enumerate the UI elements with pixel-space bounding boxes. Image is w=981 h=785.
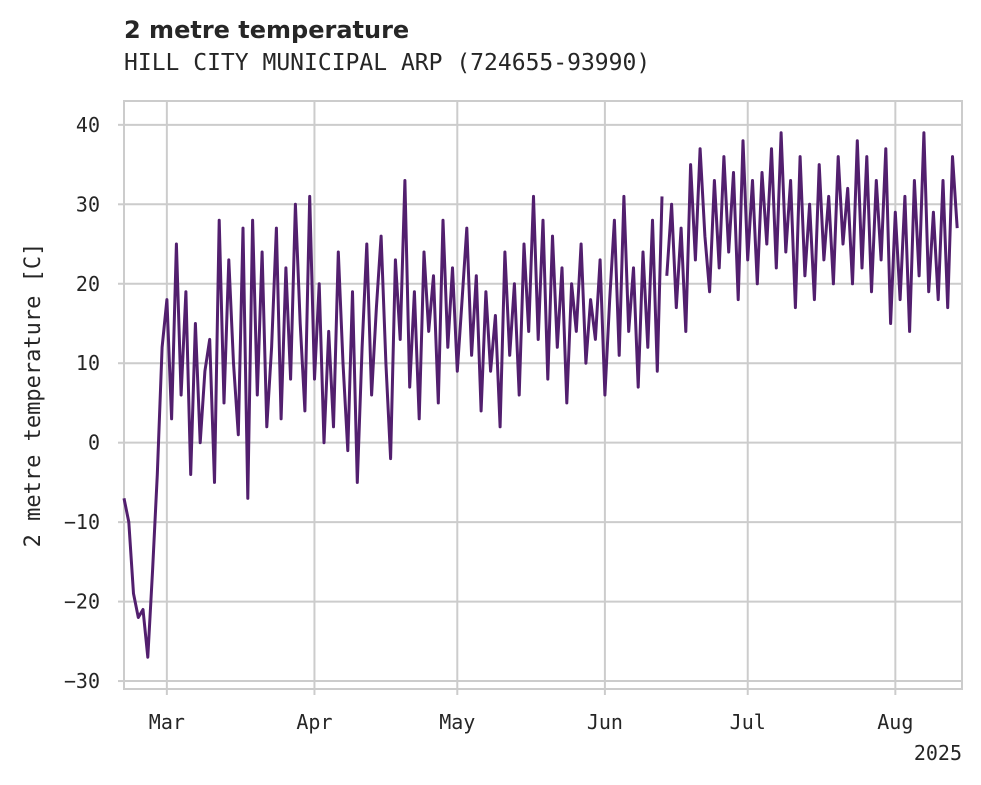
- y-axis-label: 2 metre temperature [C]: [21, 243, 46, 548]
- grid-layer: [118, 101, 962, 695]
- x-tick-label: Jun: [587, 710, 623, 734]
- x-tick-labels: Mar Apr May Jun Jul Aug: [149, 710, 914, 734]
- y-tick-label: 30: [76, 192, 100, 216]
- chart-subtitle: HILL CITY MUNICIPAL ARP (724655-93990): [124, 50, 651, 76]
- plot-frame: [123, 100, 963, 690]
- x-tick-label: Apr: [296, 710, 332, 734]
- y-tick-labels: −30 −20 −10 0 10 20 30 40: [64, 113, 100, 693]
- x-tick-label: Mar: [149, 710, 185, 734]
- y-tick-label: −30: [64, 669, 100, 693]
- y-tick-label: −10: [64, 510, 100, 534]
- x-axis-year-label: 2025: [914, 741, 962, 765]
- y-tick-label: 0: [88, 431, 100, 455]
- series-line-0: [122, 131, 959, 659]
- line-layer: [122, 131, 959, 659]
- chart-title: 2 metre temperature: [124, 16, 410, 44]
- y-tick-label: 10: [76, 351, 100, 375]
- x-tick-label: Jul: [730, 710, 766, 734]
- x-tick-label: May: [439, 710, 475, 734]
- y-tick-label: −20: [64, 590, 100, 614]
- x-tick-label: Aug: [877, 710, 913, 734]
- y-tick-label: 40: [76, 113, 100, 137]
- y-tick-label: 20: [76, 272, 100, 296]
